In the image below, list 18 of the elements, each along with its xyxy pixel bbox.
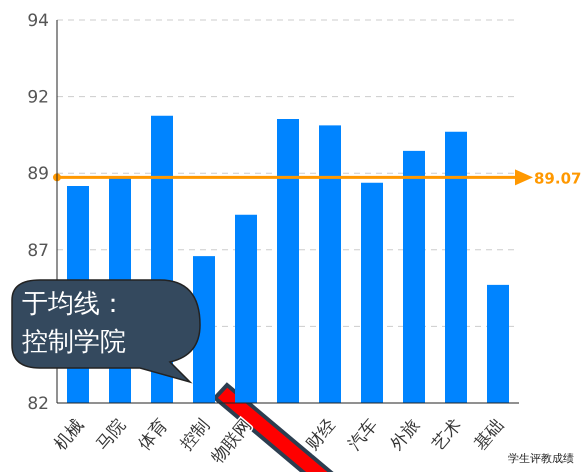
x-tick-label: 艺术 bbox=[428, 415, 466, 454]
annotation: 于均线： bbox=[22, 289, 126, 319]
y-tick-label: 89 bbox=[27, 164, 49, 184]
x-tick-label: 马院 bbox=[92, 415, 130, 454]
x-tick-label: 外旅 bbox=[386, 415, 424, 454]
y-tick-label: 87 bbox=[27, 240, 49, 261]
ref-line-label: 89.07 bbox=[534, 169, 582, 188]
y-tick-label: 94 bbox=[27, 11, 49, 32]
y-tick-label: 82 bbox=[27, 394, 49, 414]
x-tick-label: 体育 bbox=[134, 415, 172, 454]
text: 学生评教成绩 bbox=[508, 452, 574, 465]
speech-bubble: 于均线： 控制学院 bbox=[11, 279, 201, 383]
x-tick-label: 汽车 bbox=[344, 415, 382, 454]
y-tick-label: 92 bbox=[27, 88, 49, 108]
annotation: 控制学院 bbox=[22, 327, 126, 357]
x-tick-label: 基础 bbox=[470, 415, 508, 454]
x-tick-label: 财经 bbox=[302, 415, 340, 454]
x-tick-label: 机械 bbox=[50, 415, 88, 454]
